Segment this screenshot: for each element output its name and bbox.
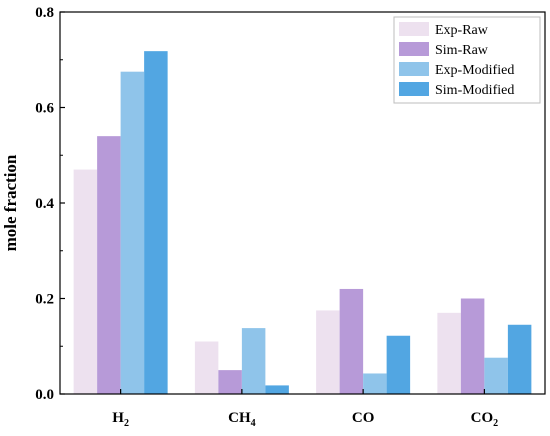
- legend-label: Exp-Modified: [435, 63, 514, 78]
- bars-group: [73, 51, 532, 394]
- bar-exp-modified: [120, 71, 145, 394]
- legend-swatch: [399, 22, 429, 36]
- legend-label: Sim-Raw: [435, 43, 489, 58]
- bar-exp-raw: [73, 169, 98, 394]
- y-tick-label: 0.4: [35, 196, 54, 212]
- bar-exp-raw: [437, 312, 461, 394]
- bar-sim-modified: [386, 335, 411, 394]
- legend-label: Exp-Raw: [435, 23, 489, 38]
- y-tick-label: 0.8: [35, 5, 54, 21]
- x-tick-label: CO2: [471, 410, 499, 429]
- bar-sim-raw: [460, 298, 485, 394]
- legend-swatch: [399, 62, 429, 76]
- bar-sim-raw: [97, 136, 121, 394]
- x-tick-label: CH4: [228, 410, 256, 429]
- y-tick-label: 0.0: [35, 387, 54, 403]
- y-axis: 0.0 0.2 0.4 0.6 0.8: [35, 5, 65, 403]
- bar-exp-raw: [316, 310, 340, 394]
- bar-exp-modified: [363, 373, 387, 394]
- y-axis-title: mole fraction: [1, 154, 20, 251]
- y-tick-label: 0.6: [35, 101, 54, 117]
- bar-exp-modified: [241, 328, 266, 394]
- y-tick-label: 0.2: [35, 292, 54, 308]
- legend-label: Sim-Modified: [435, 83, 514, 98]
- bar-exp-modified: [484, 357, 508, 394]
- legend: Exp-Raw Sim-Raw Exp-Modified Sim-Modified: [393, 16, 541, 104]
- x-axis: H2 CH4 CO CO2: [112, 389, 498, 429]
- bar-sim-raw: [339, 288, 364, 394]
- bar-sim-modified: [265, 385, 289, 394]
- bar-sim-raw: [218, 370, 242, 394]
- bar-sim-modified: [144, 51, 168, 394]
- legend-swatch: [399, 82, 429, 96]
- x-tick-label: H2: [112, 410, 129, 429]
- legend-swatch: [399, 42, 429, 56]
- bar-exp-raw: [194, 341, 219, 394]
- bar-sim-modified: [507, 324, 532, 394]
- x-tick-label: CO: [352, 410, 375, 426]
